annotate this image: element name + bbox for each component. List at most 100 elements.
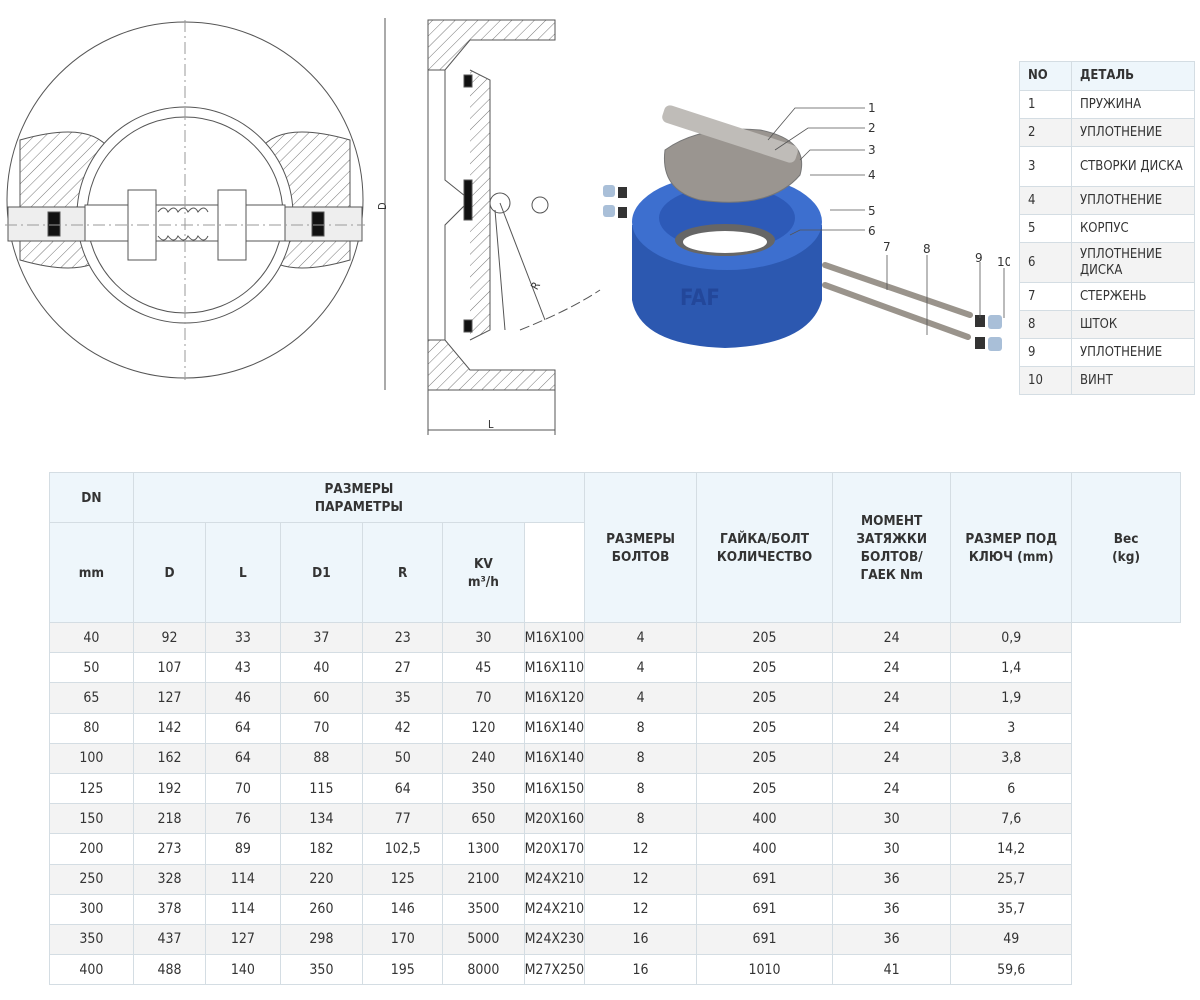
cell-wrench: 30 <box>832 833 952 865</box>
cell-r: 77 <box>362 803 444 835</box>
parts-row: 7 СТЕРЖЕНЬ <box>1019 282 1195 311</box>
cell-d1: 70 <box>279 712 364 744</box>
part-name: ВИНТ <box>1071 366 1195 395</box>
cell-kv: 650 <box>442 803 525 835</box>
cell-dn: 200 <box>49 833 134 865</box>
header-weight: Вес (kg) <box>1071 472 1181 623</box>
cell-kv: 2100 <box>442 863 525 895</box>
parts-header-detail: ДЕТАЛЬ <box>1071 61 1195 91</box>
cell-r: 146 <box>362 893 444 925</box>
cell-bolts: M24X210 <box>523 863 586 895</box>
cell-weight: 1,4 <box>950 652 1073 684</box>
cell-wrench: 24 <box>832 621 952 654</box>
parts-row: 6 УПЛОТНЕНИЕ ДИСКА <box>1019 242 1195 283</box>
cell-d: 192 <box>132 772 207 805</box>
dim-l-label: L <box>488 418 494 431</box>
part-number: 7 <box>1019 282 1072 311</box>
cell-l: 114 <box>205 893 281 925</box>
cell-r: 42 <box>362 712 444 744</box>
cell-wrench: 24 <box>832 742 952 774</box>
callout-8: 8 <box>923 242 931 256</box>
cell-dn: 400 <box>49 954 134 986</box>
part-number: 3 <box>1019 146 1072 187</box>
part-number: 1 <box>1019 90 1072 119</box>
part-name: ПРУЖИНА <box>1071 90 1195 119</box>
cell-dn: 350 <box>49 923 134 956</box>
cell-wrench: 24 <box>832 712 952 744</box>
table-row: 250 328 114 220 125 2100 M24X210 12 691 36 25,7 <box>49 863 1181 895</box>
cell-kv: 30 <box>442 621 525 654</box>
cell-dn: 125 <box>49 772 134 805</box>
cell-bolts: M16X140 <box>523 712 586 744</box>
cell-l: 33 <box>205 621 281 654</box>
part-number: 2 <box>1019 118 1072 147</box>
cell-dn: 150 <box>49 803 134 835</box>
cell-wrench: 36 <box>832 923 952 956</box>
header-r: R <box>362 522 444 623</box>
part-name: ШТОК <box>1071 310 1195 339</box>
header-kv-label: KV <box>473 555 493 572</box>
parts-row: 8 ШТОК <box>1019 310 1195 339</box>
cell-weight: 3 <box>950 712 1073 744</box>
parts-header-no: NO <box>1019 61 1072 91</box>
cell-torque: 400 <box>696 833 834 865</box>
cell-l: 114 <box>205 863 281 895</box>
part-name: СТЕРЖЕНЬ <box>1071 282 1195 311</box>
cell-bolts: M24X210 <box>523 893 586 925</box>
header-nut-count: ГАЙКА/БОЛТ КОЛИЧЕСТВО <box>696 472 834 623</box>
cell-kv: 120 <box>442 712 525 744</box>
cell-weight: 14,2 <box>950 833 1073 865</box>
parts-row: 1 ПРУЖИНА <box>1019 90 1195 119</box>
header-dn: DN <box>49 472 134 523</box>
cell-wrench: 24 <box>832 682 952 714</box>
cell-bolts: M20X160 <box>523 803 586 835</box>
cell-bolts: M20X170 <box>523 833 586 865</box>
table-row: 150 218 76 134 77 650 M20X160 8 400 30 7,6 <box>49 803 1181 835</box>
cell-torque: 205 <box>696 742 834 774</box>
part-number: 5 <box>1019 214 1072 243</box>
cell-d1: 40 <box>279 652 364 684</box>
part-number: 4 <box>1019 186 1072 215</box>
cell-r: 170 <box>362 923 444 956</box>
parts-row: 10 ВИНТ <box>1019 366 1195 395</box>
cell-kv: 240 <box>442 742 525 774</box>
parts-row: 5 КОРПУС <box>1019 214 1195 243</box>
part-number: 10 <box>1019 366 1072 395</box>
cell-torque: 691 <box>696 923 834 956</box>
table-row: 400 488 140 350 195 8000 M27X250 16 1010 41 59,6 <box>49 954 1181 986</box>
cell-weight: 6 <box>950 772 1073 805</box>
cell-l: 64 <box>205 742 281 774</box>
callout-2: 2 <box>868 121 876 135</box>
front-view-drawing <box>5 20 365 380</box>
cell-r: 50 <box>362 742 444 774</box>
callout-4: 4 <box>868 168 876 182</box>
cell-weight: 59,6 <box>950 954 1073 986</box>
callout-9: 9 <box>975 251 983 265</box>
cell-kv: 70 <box>442 682 525 714</box>
cell-l: 46 <box>205 682 281 714</box>
header-kv-unit: m³/h <box>467 573 499 590</box>
header-l: L <box>205 522 281 623</box>
cell-weight: 35,7 <box>950 893 1073 925</box>
table-row: 40 92 33 37 23 30 M16X100 4 205 24 0,9 <box>49 621 1181 654</box>
part-name: КОРПУС <box>1071 214 1195 243</box>
faf-logo: FAF <box>680 286 720 311</box>
table-row: 100 162 64 88 50 240 M16X140 8 205 24 3,8 <box>49 742 1181 774</box>
header-group-label: РАЗМЕРЫ ПАРАМЕТРЫ <box>314 480 403 515</box>
table-row: 65 127 46 60 35 70 M16X120 4 205 24 1,9 <box>49 682 1181 714</box>
cell-d: 142 <box>132 712 207 744</box>
cell-l: 89 <box>205 833 281 865</box>
header-wrench: РАЗМЕР ПОД КЛЮЧ (mm) <box>950 472 1073 623</box>
callout-6: 6 <box>868 224 876 238</box>
cell-bolts: M16X150 <box>523 772 586 805</box>
cell-torque: 691 <box>696 893 834 925</box>
cell-d: 328 <box>132 863 207 895</box>
spec-table: DN РАЗМЕРЫ ПАРАМЕТРЫ РАЗМЕРЫ БОЛТОВ ГАЙК… <box>49 472 1181 986</box>
cell-r: 102,5 <box>362 833 444 865</box>
cell-torque: 205 <box>696 772 834 805</box>
cell-nut-count: 12 <box>584 893 698 925</box>
exploded-3d-render: FAF 1 2 3 4 5 6 7 8 9 10 <box>603 101 1010 351</box>
cell-nut-count: 12 <box>584 863 698 895</box>
cell-nut-count: 8 <box>584 803 698 835</box>
section-view-drawing <box>384 18 601 435</box>
